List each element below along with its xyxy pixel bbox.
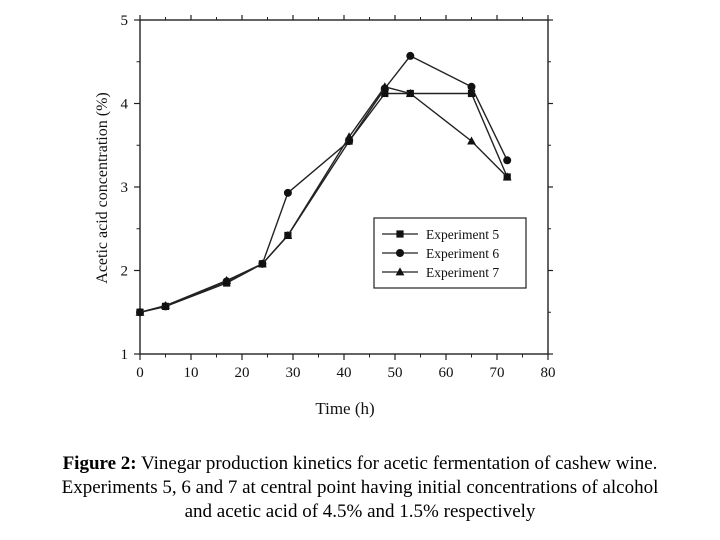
plot-frame (139, 19, 549, 355)
data-point (467, 89, 476, 98)
data-point (135, 307, 145, 316)
legend-marker (396, 249, 404, 257)
data-point (283, 230, 293, 239)
y-tick-label: 3 (121, 180, 129, 196)
series-line (139, 55, 508, 313)
figure-caption: Figure 2: Vinegar production kinetics fo… (0, 452, 720, 524)
caption-label: Figure 2: (62, 453, 137, 474)
data-point (381, 89, 389, 98)
data-point (222, 275, 232, 284)
x-tick-label: 20 (235, 365, 250, 381)
data-point (502, 172, 512, 181)
x-tick-label: 50 (388, 365, 403, 381)
legend-label: Experiment 6 (426, 246, 499, 261)
plot-border (139, 19, 549, 355)
data-point (467, 136, 476, 145)
x-tick-label: 10 (184, 365, 199, 381)
y-axis-title: Acetic acid concentration (%) (94, 92, 111, 283)
legend-label: Experiment 7 (426, 265, 499, 280)
data-point (503, 156, 512, 165)
data-point (406, 51, 415, 60)
data-point (467, 82, 476, 91)
data-point (283, 188, 292, 197)
caption-line-3: and acetic acid of 4.5% and 1.5% respect… (184, 501, 536, 522)
y-tick-label: 2 (121, 264, 129, 280)
data-point (380, 82, 390, 91)
x-axis: 0 10 20 30 40 50 60 70 80 (136, 15, 556, 381)
series-line (139, 86, 508, 313)
x-tick-label: 80 (541, 365, 556, 381)
caption-line-1: Figure 2: Vinegar production kinetics fo… (0, 452, 720, 476)
legend-label: Experiment 5 (426, 227, 499, 242)
legend-marker (396, 230, 404, 238)
x-tick-label: 70 (490, 365, 505, 381)
x-tick-label: 60 (439, 365, 454, 381)
data-point (405, 88, 415, 97)
series-layer (135, 51, 512, 317)
y-tick-label: 4 (121, 97, 129, 113)
y-tick-label: 5 (121, 13, 129, 29)
x-axis-title: Time (h) (315, 399, 374, 418)
caption-line-2: Experiments 5, 6 and 7 at central point … (61, 477, 659, 498)
data-point (344, 132, 354, 141)
series-3 (135, 82, 512, 316)
data-point (161, 300, 170, 309)
x-tick-label: 0 (136, 365, 144, 381)
series-line (139, 92, 508, 313)
legend: Experiment 5 Experiment 6 Experiment 7 (373, 217, 527, 289)
x-tick-label: 30 (286, 365, 301, 381)
data-point (258, 259, 267, 268)
y-tick-label: 1 (121, 347, 129, 363)
legend-marker (395, 267, 405, 276)
caption-text-1: Vinegar production kinetics for acetic f… (136, 453, 658, 474)
y-axis: 1 2 3 4 5 (121, 13, 553, 363)
x-tick-label: 40 (337, 365, 352, 381)
